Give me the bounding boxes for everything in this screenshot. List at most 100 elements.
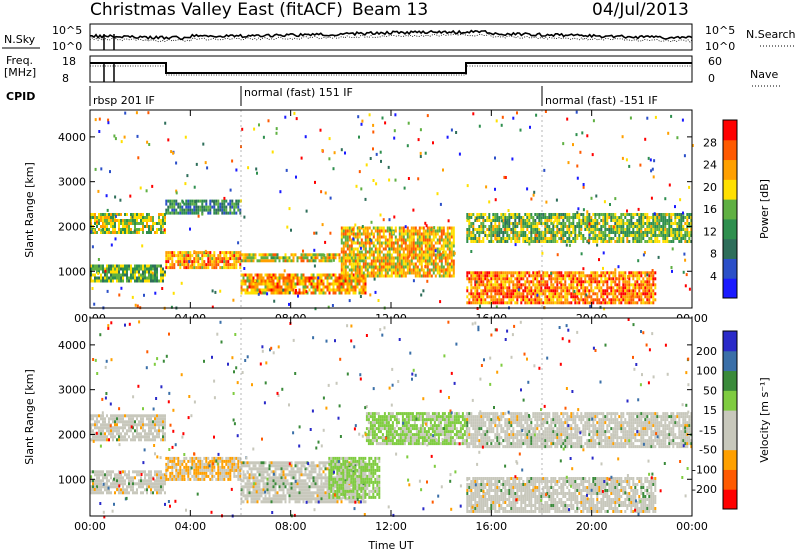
range-cell <box>664 228 666 231</box>
range-cell <box>195 266 197 269</box>
range-cell <box>110 280 112 283</box>
range-cell <box>138 432 140 435</box>
range-cell <box>164 491 166 494</box>
range-cell <box>564 234 566 237</box>
range-cell <box>158 423 160 426</box>
range-cell <box>437 239 439 242</box>
range-cell <box>486 286 488 289</box>
range-cell <box>572 237 574 240</box>
scatter-cell <box>603 251 605 254</box>
range-cell <box>502 280 504 283</box>
scatter-cell <box>653 175 655 178</box>
scatter-cell <box>104 223 106 226</box>
range-cell <box>162 423 164 426</box>
range-cell <box>249 292 251 295</box>
range-cell <box>598 280 600 283</box>
scatter-cell <box>372 131 374 134</box>
range-cell <box>381 269 383 272</box>
range-cell <box>179 263 181 266</box>
range-cell <box>530 289 532 292</box>
scatter-cell <box>147 111 149 114</box>
range-cell <box>568 237 570 240</box>
range-cell <box>437 230 439 233</box>
range-cell <box>554 295 556 298</box>
range-cell <box>154 280 156 283</box>
range-cell <box>283 274 285 277</box>
range-cell <box>201 257 203 260</box>
range-cell <box>177 251 179 254</box>
range-cell <box>359 233 361 236</box>
range-cell <box>628 286 630 289</box>
range-cell <box>674 231 676 234</box>
range-cell <box>181 209 183 212</box>
range-cell <box>146 265 148 268</box>
range-cell <box>498 283 500 286</box>
range-cell <box>417 275 419 278</box>
range-cell <box>431 248 433 251</box>
range-cell <box>373 251 375 254</box>
range-cell <box>303 289 305 292</box>
range-cell <box>604 277 606 280</box>
range-cell <box>169 475 171 478</box>
range-cell <box>453 260 455 263</box>
range-cell <box>620 219 622 222</box>
range-cell <box>357 263 359 266</box>
range-cell <box>562 286 564 289</box>
range-cell <box>504 213 506 216</box>
range-cell <box>600 301 602 304</box>
range-cell <box>189 257 191 260</box>
range-cell <box>154 438 156 441</box>
range-cell <box>658 225 660 228</box>
range-cell <box>140 420 142 423</box>
range-cell <box>668 231 670 234</box>
range-cell <box>199 263 201 266</box>
scatter-cell <box>189 228 191 231</box>
range-cell <box>530 225 532 228</box>
range-cell <box>638 271 640 274</box>
range-cell <box>510 228 512 231</box>
range-cell <box>466 234 468 237</box>
range-cell <box>120 414 122 417</box>
range-cell <box>227 212 229 215</box>
range-cell <box>265 274 267 277</box>
range-cell <box>630 213 632 216</box>
range-cell <box>598 216 600 219</box>
range-cell <box>500 274 502 277</box>
range-cell <box>608 301 610 304</box>
range-cell <box>154 423 156 426</box>
range-cell <box>447 242 449 245</box>
nave-tick-top: 60 <box>708 55 722 68</box>
range-cell <box>295 253 297 256</box>
range-cell <box>211 254 213 257</box>
range-cell <box>217 254 219 257</box>
range-cell <box>494 298 496 301</box>
range-cell <box>219 203 221 206</box>
scatter-cell <box>640 230 642 233</box>
range-cell <box>112 271 114 274</box>
scatter-cell <box>113 135 115 138</box>
range-cell <box>140 438 142 441</box>
range-cell <box>612 298 614 301</box>
range-cell <box>407 236 409 239</box>
range-cell <box>516 271 518 274</box>
range-cell <box>273 259 275 262</box>
range-cell <box>512 292 514 295</box>
range-cell <box>688 240 690 243</box>
range-cell <box>478 271 480 274</box>
range-cell <box>193 266 195 269</box>
range-cell <box>534 286 536 289</box>
range-cell <box>181 257 183 260</box>
scatter-cell <box>372 124 374 127</box>
range-cell <box>273 253 275 256</box>
range-cell <box>518 240 520 243</box>
range-cell <box>341 280 343 283</box>
range-cell <box>504 286 506 289</box>
range-cell <box>299 292 301 295</box>
range-cell <box>682 237 684 240</box>
range-cell <box>628 289 630 292</box>
range-cell <box>614 228 616 231</box>
colorbar-swatch <box>723 199 737 219</box>
range-cell <box>251 277 253 280</box>
range-cell <box>606 301 608 304</box>
range-cell <box>102 277 104 280</box>
